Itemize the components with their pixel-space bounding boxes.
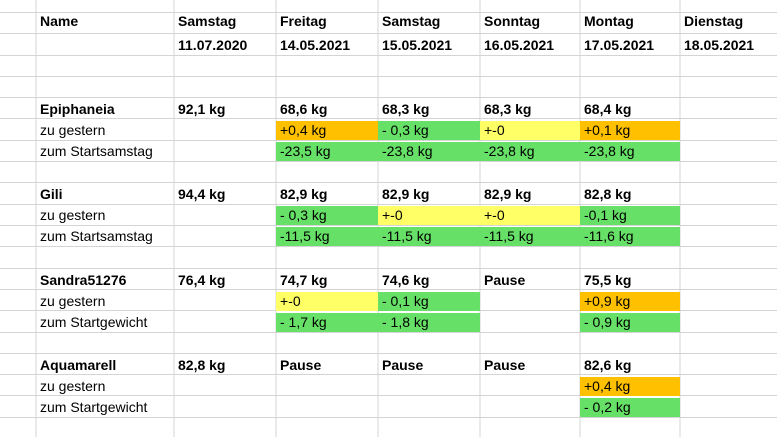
total-cell[interactable]: -23,8 kg bbox=[580, 142, 680, 161]
total-cell[interactable]: - 1,7 kg bbox=[276, 313, 378, 332]
header-day-5[interactable]: Montag bbox=[584, 13, 634, 29]
delta-cell[interactable]: +-0 bbox=[378, 206, 480, 225]
delta-cell[interactable]: +0,4 kg bbox=[276, 121, 378, 140]
delta-cell[interactable]: +0,4 kg bbox=[580, 377, 680, 396]
header-date-1[interactable]: 11.07.2020 bbox=[178, 37, 248, 53]
row-label-zum-start[interactable]: zum Startgewicht bbox=[40, 314, 148, 330]
delta-cell[interactable]: +-0 bbox=[480, 206, 580, 225]
delta-cell[interactable]: +-0 bbox=[480, 121, 580, 140]
person-name[interactable]: Gili bbox=[40, 186, 63, 202]
delta-cell[interactable]: - 0,3 kg bbox=[378, 121, 480, 140]
header-day-1[interactable]: Samstag bbox=[178, 13, 237, 29]
total-cell[interactable]: -11,5 kg bbox=[276, 227, 378, 246]
total-cell[interactable]: - 0,2 kg bbox=[580, 398, 680, 417]
weight-cell[interactable]: 82,9 kg bbox=[382, 186, 430, 202]
weight-cell[interactable]: Pause bbox=[280, 357, 322, 373]
total-cell[interactable]: -11,5 kg bbox=[480, 227, 580, 246]
weight-cell[interactable]: 75,5 kg bbox=[584, 272, 632, 288]
weight-cell[interactable]: 82,9 kg bbox=[484, 186, 532, 202]
weight-cell[interactable]: Pause bbox=[484, 357, 526, 373]
weight-cell[interactable]: 82,8 kg bbox=[584, 186, 632, 202]
row-label-zu-gestern[interactable]: zu gestern bbox=[40, 293, 106, 309]
header-date-3[interactable]: 15.05.2021 bbox=[382, 37, 453, 53]
weight-cell[interactable]: 68,3 kg bbox=[484, 101, 532, 117]
weight-cell[interactable]: 74,7 kg bbox=[280, 272, 328, 288]
delta-cell[interactable]: +0,1 kg bbox=[580, 121, 680, 140]
header-day-6[interactable]: Dienstag bbox=[684, 13, 744, 29]
row-label-zum-start[interactable]: zum Startsamstag bbox=[40, 228, 153, 244]
header-day-4[interactable]: Sonntag bbox=[484, 13, 540, 29]
row-label-zu-gestern[interactable]: zu gestern bbox=[40, 122, 106, 138]
weight-cell[interactable]: 74,6 kg bbox=[382, 272, 430, 288]
weight-cell[interactable]: 68,4 kg bbox=[584, 101, 632, 117]
weight-cell[interactable]: Pause bbox=[382, 357, 424, 373]
header-date-5[interactable]: 17.05.2021 bbox=[584, 37, 655, 53]
delta-cell[interactable]: - 0,1 kg bbox=[378, 292, 480, 311]
weight-cell[interactable]: Pause bbox=[484, 272, 526, 288]
delta-cell[interactable]: -0,1 kg bbox=[580, 206, 680, 225]
header-date-6[interactable]: 18.05.2021 bbox=[684, 37, 755, 53]
weight-cell[interactable]: 82,9 kg bbox=[280, 186, 328, 202]
weight-cell[interactable]: 68,6 kg bbox=[280, 101, 328, 117]
weight-cell[interactable]: 82,6 kg bbox=[584, 357, 632, 373]
weight-cell[interactable]: 92,1 kg bbox=[178, 101, 226, 117]
person-name[interactable]: Epiphaneia bbox=[40, 101, 115, 117]
header-day-3[interactable]: Samstag bbox=[382, 13, 441, 29]
total-cell[interactable]: -11,5 kg bbox=[378, 227, 480, 246]
header-day-2[interactable]: Freitag bbox=[280, 13, 327, 29]
header-name[interactable]: Name bbox=[40, 13, 79, 29]
weight-cell[interactable]: 68,3 kg bbox=[382, 101, 430, 117]
row-label-zum-start[interactable]: zum Startsamstag bbox=[40, 143, 153, 159]
weight-cell[interactable]: 82,8 kg bbox=[178, 357, 226, 373]
person-name[interactable]: Aquamarell bbox=[40, 357, 117, 373]
delta-cell[interactable]: - 0,3 kg bbox=[276, 206, 378, 225]
header-date-2[interactable]: 14.05.2021 bbox=[280, 37, 351, 53]
total-cell[interactable]: -23,8 kg bbox=[378, 142, 480, 161]
total-cell[interactable]: -11,6 kg bbox=[580, 227, 680, 246]
total-cell[interactable]: - 0,9 kg bbox=[580, 313, 680, 332]
delta-cell[interactable]: +0,9 kg bbox=[580, 292, 680, 311]
header-date-4[interactable]: 16.05.2021 bbox=[484, 37, 555, 53]
weight-cell[interactable]: 76,4 kg bbox=[178, 272, 226, 288]
row-label-zu-gestern[interactable]: zu gestern bbox=[40, 207, 106, 223]
person-name[interactable]: Sandra51276 bbox=[40, 272, 127, 288]
total-cell[interactable]: -23,8 kg bbox=[480, 142, 580, 161]
weight-cell[interactable]: 94,4 kg bbox=[178, 186, 226, 202]
total-cell[interactable]: - 1,8 kg bbox=[378, 313, 480, 332]
delta-cell[interactable]: +-0 bbox=[276, 292, 378, 311]
total-cell[interactable]: -23,5 kg bbox=[276, 142, 378, 161]
row-label-zum-start[interactable]: zum Startgewicht bbox=[40, 399, 148, 415]
row-label-zu-gestern[interactable]: zu gestern bbox=[40, 378, 106, 394]
